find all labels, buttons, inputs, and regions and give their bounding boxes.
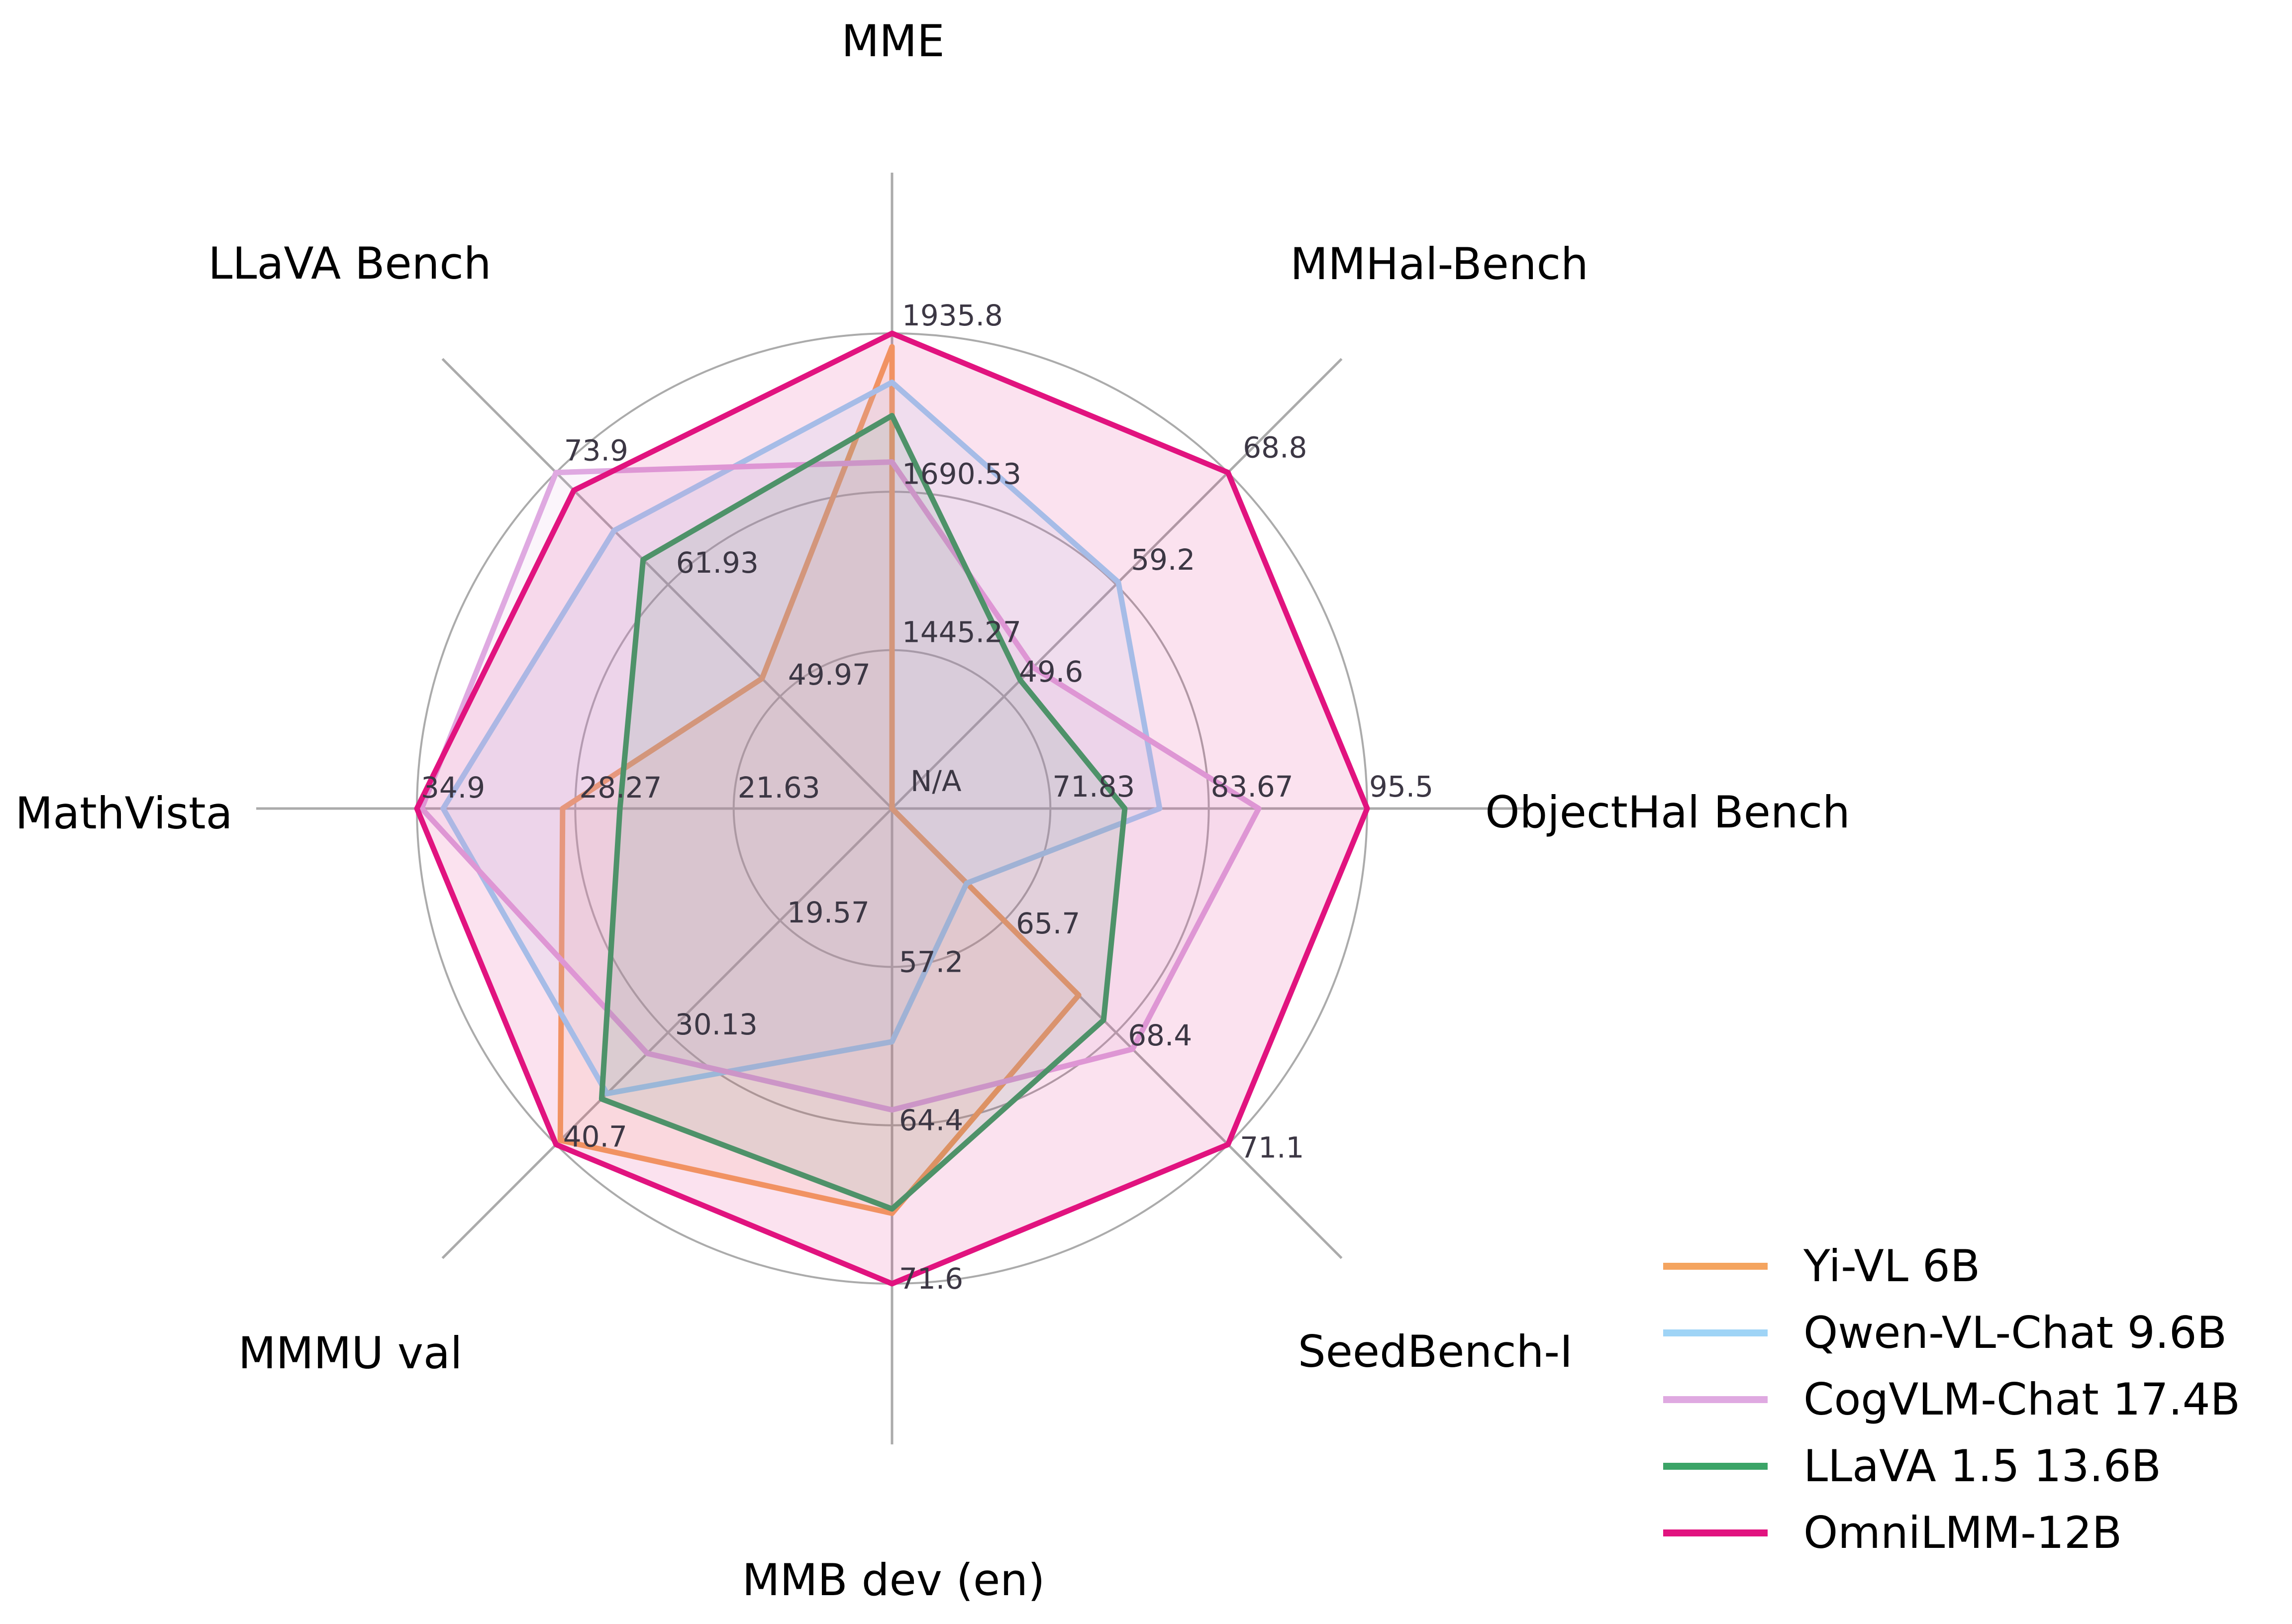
- tick-label-mmmu-val-1: 30.13: [675, 1008, 758, 1041]
- axis-title-mmhal-bench: MMHal-Bench: [1290, 238, 1588, 290]
- series-polygon-omnilmm-12b: [414, 330, 1370, 1287]
- tick-label-seedbench-i-1: 68.4: [1128, 1018, 1192, 1052]
- tick-label-seedbench-i-2: 71.1: [1240, 1130, 1304, 1164]
- tick-label-seedbench-i-0: 65.7: [1016, 907, 1080, 940]
- tick-label-mmhal-bench-2: 68.8: [1243, 431, 1307, 465]
- axis-title-mmmu-val: MMMU val: [238, 1327, 463, 1379]
- tick-label-mme-1: 1690.53: [902, 457, 1021, 491]
- legend-label-cogvlm-chat-17-4b: CogVLM-Chat 17.4B: [1803, 1374, 2240, 1425]
- axis-title-mathvista: MathVista: [15, 788, 232, 839]
- tick-label-mmmu-val-0: 19.57: [787, 896, 870, 929]
- axis-title-mme: MME: [841, 15, 944, 67]
- tick-label-objecthal-bench-1: 83.67: [1211, 770, 1294, 804]
- series-fill-qwen-vl-chat-9-6b: [443, 382, 1160, 1094]
- axis-title-objecthal-bench: ObjectHal Bench: [1485, 787, 1850, 838]
- legend-swatch-qwen-vl-chat-9-6b: [1663, 1329, 1768, 1336]
- tick-label-mathvista-1: 28.27: [579, 771, 662, 805]
- legend-label-llava-1-5-13-6b: LLaVA 1.5 13.6B: [1803, 1440, 2161, 1492]
- tick-label-mmb-dev-en-2: 71.6: [899, 1262, 963, 1296]
- legend-label-omnilmm-12b: OmniLMM-12B: [1803, 1507, 2122, 1558]
- tick-label-llava-bench-1: 61.93: [676, 546, 759, 580]
- legend-item-qwen-vl-chat-9-6b: Qwen-VL-Chat 9.6B: [1663, 1300, 2240, 1366]
- tick-label-mathvista-0: 21.63: [738, 771, 820, 805]
- axis-title-mmb-dev-en: MMB dev (en): [742, 1554, 1045, 1606]
- legend-item-omnilmm-12b: OmniLMM-12B: [1663, 1500, 2240, 1566]
- center-tick-label: N/A: [910, 764, 962, 798]
- tick-label-mmmu-val-2: 40.7: [563, 1119, 627, 1153]
- series-polygon-cogvlm-chat-17-4b: [419, 459, 1262, 1113]
- legend: Yi-VL 6B Qwen-VL-Chat 9.6B CogVLM-Chat 17.…: [1663, 1233, 2240, 1566]
- series-polygon-llava-1-5-13-6b: [598, 412, 1128, 1212]
- tick-label-mmb-dev-en-0: 57.2: [899, 945, 963, 979]
- tick-label-llava-bench-2: 73.9: [564, 434, 628, 468]
- legend-swatch-llava-1-5-13-6b: [1663, 1463, 1768, 1470]
- legend-label-yi-vl-6b: Yi-VL 6B: [1803, 1240, 1981, 1292]
- tick-label-objecthal-bench-2: 95.5: [1369, 770, 1433, 804]
- legend-item-yi-vl-6b: Yi-VL 6B: [1663, 1233, 2240, 1300]
- series-fill-cogvlm-chat-17-4b: [421, 462, 1259, 1110]
- tick-label-mathvista-2: 34.9: [421, 771, 485, 805]
- tick-label-objecthal-bench-0: 71.83: [1052, 770, 1135, 804]
- series-polygon-yi-vl-6b: [557, 344, 1082, 1216]
- tick-label-mmhal-bench-1: 59.2: [1131, 543, 1195, 577]
- tick-label-mmb-dev-en-1: 64.4: [899, 1104, 963, 1137]
- legend-swatch-omnilmm-12b: [1663, 1529, 1768, 1536]
- series-fill-yi-vl-6b: [560, 346, 1079, 1214]
- series-fill-llava-1-5-13-6b: [601, 415, 1125, 1209]
- axis-spoke-llava-bench: [441, 358, 893, 810]
- series-fill-omnilmm-12b: [417, 333, 1367, 1284]
- legend-item-llava-1-5-13-6b: LLaVA 1.5 13.6B: [1663, 1433, 2240, 1500]
- tick-label-mmhal-bench-0: 49.6: [1019, 655, 1083, 689]
- legend-swatch-cogvlm-chat-17-4b: [1663, 1396, 1768, 1403]
- legend-item-cogvlm-chat-17-4b: CogVLM-Chat 17.4B: [1663, 1366, 2240, 1433]
- series-polygon-qwen-vl-chat-9-6b: [440, 379, 1163, 1097]
- tick-label-mme-0: 1445.27: [902, 615, 1021, 649]
- tick-label-mme-2: 1935.8: [902, 299, 1003, 332]
- axis-title-llava-bench: LLaVA Bench: [208, 238, 491, 289]
- legend-swatch-yi-vl-6b: [1663, 1263, 1768, 1270]
- tick-label-llava-bench-0: 49.97: [788, 658, 871, 692]
- legend-label-qwen-vl-chat-9-6b: Qwen-VL-Chat 9.6B: [1803, 1307, 2227, 1358]
- axis-title-seedbench-i: SeedBench-I: [1298, 1326, 1573, 1377]
- axis-spoke-mmmu-val: [441, 808, 893, 1259]
